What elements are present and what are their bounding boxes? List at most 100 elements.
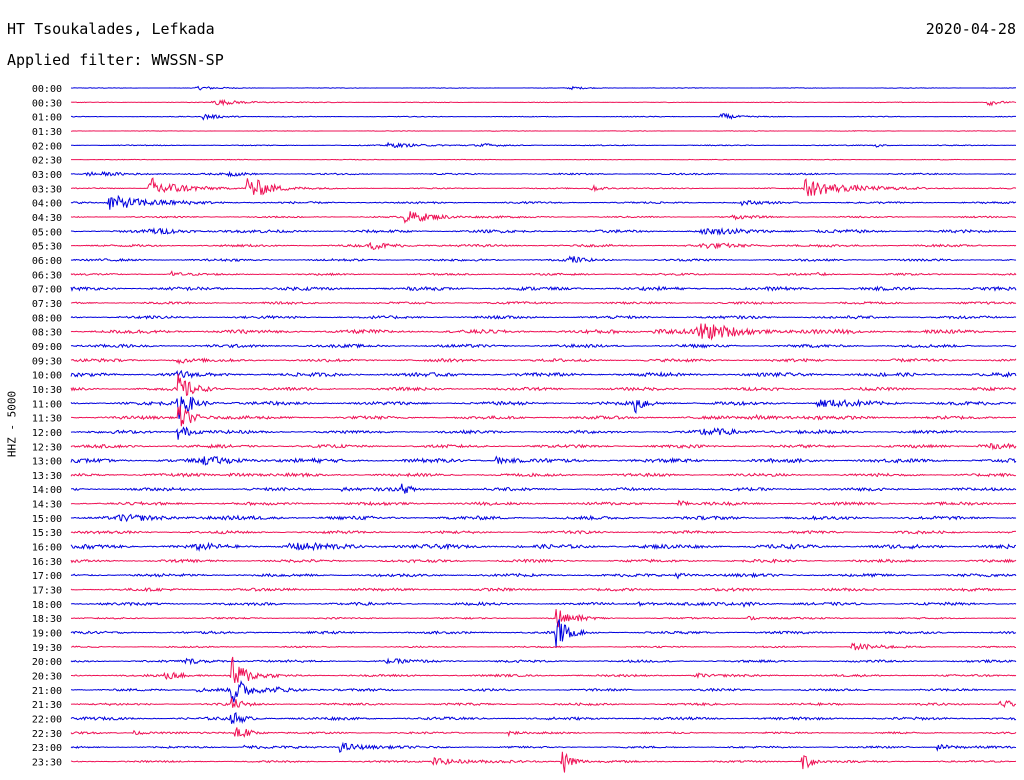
seismic-trace bbox=[70, 558, 1017, 564]
seismic-trace bbox=[70, 656, 1017, 684]
time-tick-label: 13:30 bbox=[32, 471, 62, 482]
seismic-trace bbox=[70, 255, 1017, 263]
time-tick-label: 12:00 bbox=[32, 428, 62, 439]
seismic-trace bbox=[70, 642, 1017, 651]
filter-label: Applied filter: WWSSN-SP bbox=[7, 51, 224, 69]
seismic-trace bbox=[70, 741, 1017, 753]
time-tick-label: 10:30 bbox=[32, 385, 62, 396]
seismic-trace bbox=[70, 513, 1017, 523]
seismic-trace bbox=[70, 711, 1017, 725]
time-tick-label: 16:30 bbox=[32, 557, 62, 568]
time-tick-label: 23:00 bbox=[32, 743, 62, 754]
time-tick-label: 06:00 bbox=[32, 256, 62, 267]
seismic-trace bbox=[70, 472, 1017, 478]
date-label: 2020-04-28 bbox=[925, 20, 1016, 38]
seismic-trace bbox=[70, 483, 1017, 494]
time-tick-label: 21:00 bbox=[32, 686, 62, 697]
seismic-trace bbox=[70, 98, 1017, 107]
time-tick-label: 14:30 bbox=[32, 500, 62, 511]
time-tick-label: 05:30 bbox=[32, 242, 62, 253]
seismic-trace bbox=[70, 211, 1017, 224]
time-tick-label: 18:30 bbox=[32, 614, 62, 625]
seismic-trace bbox=[70, 751, 1017, 773]
seismic-trace bbox=[70, 85, 1017, 91]
seismic-trace bbox=[70, 369, 1017, 379]
time-tick-label: 15:30 bbox=[32, 528, 62, 539]
time-tick-label: 02:30 bbox=[32, 156, 62, 167]
seismic-trace bbox=[70, 357, 1017, 365]
seismic-trace bbox=[70, 727, 1017, 738]
time-tick-label: 11:30 bbox=[32, 414, 62, 425]
seismic-trace bbox=[70, 442, 1017, 451]
time-tick-label: 22:30 bbox=[32, 729, 62, 740]
seismic-trace bbox=[70, 680, 1017, 703]
time-tick-label: 03:30 bbox=[32, 184, 62, 195]
time-tick-label: 10:00 bbox=[32, 371, 62, 382]
seismic-trace bbox=[70, 619, 1017, 648]
time-tick-label: 00:30 bbox=[32, 98, 62, 109]
seismic-trace bbox=[70, 130, 1017, 132]
time-tick-label: 14:00 bbox=[32, 485, 62, 496]
seismic-trace bbox=[70, 499, 1017, 507]
seismic-trace bbox=[70, 601, 1017, 608]
time-tick-label: 15:00 bbox=[32, 514, 62, 525]
time-tick-label: 04:00 bbox=[32, 199, 62, 210]
seismic-trace bbox=[70, 396, 1017, 420]
seismic-trace bbox=[70, 177, 1017, 197]
time-tick-label: 09:00 bbox=[32, 342, 62, 353]
seismic-trace bbox=[70, 587, 1017, 593]
seismic-trace bbox=[70, 227, 1017, 236]
seismic-trace bbox=[70, 529, 1017, 535]
time-tick-label: 02:00 bbox=[32, 141, 62, 152]
time-tick-label: 11:00 bbox=[32, 399, 62, 410]
time-tick-label: 03:00 bbox=[32, 170, 62, 181]
time-tick-label: 07:30 bbox=[32, 299, 62, 310]
time-tick-label: 16:00 bbox=[32, 543, 62, 554]
time-tick-label: 19:00 bbox=[32, 629, 62, 640]
station-title: HT Tsoukalades, Lefkada bbox=[7, 20, 215, 38]
time-tick-label: 17:00 bbox=[32, 571, 62, 582]
seismic-trace bbox=[70, 241, 1017, 250]
seismic-trace bbox=[70, 170, 1017, 178]
time-tick-label: 23:30 bbox=[32, 758, 62, 769]
time-tick-label: 08:00 bbox=[32, 313, 62, 324]
time-tick-label: 22:00 bbox=[32, 715, 62, 726]
time-tick-label: 06:30 bbox=[32, 270, 62, 281]
time-tick-label: 05:00 bbox=[32, 227, 62, 238]
time-tick-label: 18:00 bbox=[32, 600, 62, 611]
time-tick-label: 07:00 bbox=[32, 285, 62, 296]
time-tick-label: 20:00 bbox=[32, 657, 62, 668]
seismic-trace bbox=[71, 158, 1017, 161]
time-tick-label: 13:00 bbox=[32, 457, 62, 468]
seismic-trace bbox=[70, 314, 1017, 320]
time-tick-label: 19:30 bbox=[32, 643, 62, 654]
seismic-trace bbox=[70, 194, 1017, 210]
seismic-trace bbox=[70, 657, 1017, 666]
time-tick-label: 08:30 bbox=[32, 328, 62, 339]
time-tick-label: 12:30 bbox=[32, 442, 62, 453]
seismic-trace bbox=[70, 405, 1017, 427]
seismic-trace bbox=[70, 343, 1017, 349]
seismic-trace bbox=[70, 455, 1017, 466]
seismic-trace bbox=[70, 270, 1017, 277]
time-tick-label: 01:30 bbox=[32, 127, 62, 138]
seismic-trace bbox=[70, 141, 1017, 149]
time-tick-label: 01:00 bbox=[32, 113, 62, 124]
seismic-trace bbox=[70, 285, 1017, 292]
seismic-trace bbox=[70, 697, 1017, 708]
seismic-trace bbox=[70, 112, 1017, 121]
time-tick-label: 00:00 bbox=[32, 84, 62, 95]
time-tick-label: 17:30 bbox=[32, 586, 62, 597]
time-tick-label: 09:30 bbox=[32, 356, 62, 367]
seismic-trace bbox=[70, 426, 1017, 440]
time-tick-label: 04:30 bbox=[32, 213, 62, 224]
seismic-trace bbox=[70, 323, 1017, 341]
time-tick-label: 21:30 bbox=[32, 700, 62, 711]
seismic-trace bbox=[70, 301, 1017, 306]
time-tick-label: 20:30 bbox=[32, 672, 62, 683]
seismic-trace bbox=[70, 571, 1017, 580]
seismic-trace bbox=[70, 541, 1017, 552]
seismic-trace bbox=[70, 373, 1017, 397]
seismic-trace bbox=[70, 609, 1017, 628]
